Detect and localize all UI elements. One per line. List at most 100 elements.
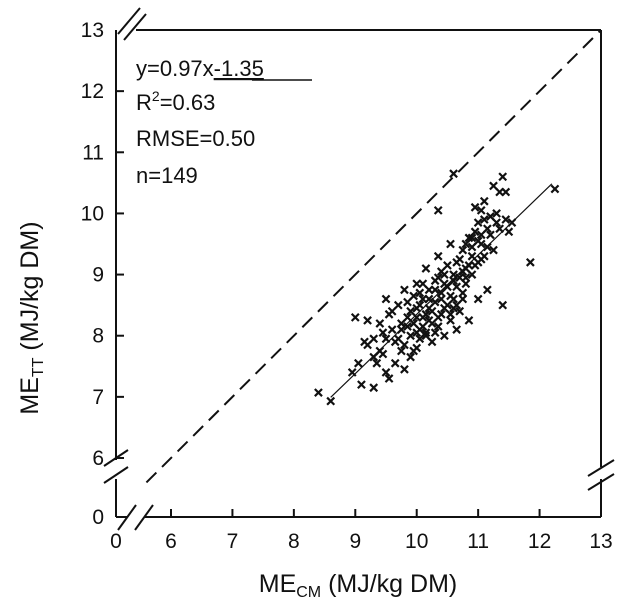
data-point — [473, 294, 483, 304]
data-point — [458, 245, 468, 255]
data-point — [449, 169, 458, 179]
data-point — [464, 261, 474, 270]
data-point — [439, 279, 449, 289]
data-point — [393, 334, 403, 344]
data-point — [467, 233, 477, 243]
data-point — [421, 331, 431, 341]
y-tick-label: 7 — [92, 386, 104, 409]
axis-break-mark — [134, 504, 154, 531]
data-point — [433, 205, 443, 215]
axis-break-mark — [103, 466, 129, 484]
data-point — [412, 328, 422, 338]
axis-break-mark — [123, 13, 147, 41]
data-point — [421, 328, 431, 338]
data-point — [449, 270, 458, 279]
data-point — [525, 257, 535, 267]
data-point — [550, 184, 560, 194]
x-tick-label: 7 — [227, 530, 239, 553]
data-point — [486, 212, 495, 221]
data-point — [467, 251, 477, 261]
y-tick-label: 13 — [81, 19, 104, 42]
data-point — [461, 273, 471, 283]
axis-break-mark — [117, 504, 137, 531]
data-point — [347, 368, 357, 377]
data-point — [436, 294, 446, 304]
data-point — [415, 334, 425, 344]
data-point — [375, 319, 385, 328]
data-point — [381, 334, 391, 344]
data-point — [412, 312, 422, 322]
data-point — [403, 312, 412, 322]
data-point — [446, 291, 455, 301]
data-point — [439, 331, 449, 341]
r-squared: R2=0.63 — [136, 88, 215, 115]
y-tick-label: 9 — [92, 264, 104, 287]
data-point — [433, 312, 443, 322]
data-point — [479, 215, 489, 224]
data-point — [430, 328, 440, 338]
plot-frame — [115, 29, 602, 518]
data-point — [357, 380, 366, 390]
data-point — [433, 251, 443, 261]
data-point — [482, 242, 492, 252]
data-point — [489, 181, 498, 191]
data-point — [501, 187, 511, 197]
data-point — [458, 267, 468, 276]
data-point — [409, 346, 419, 356]
data-point — [449, 303, 458, 313]
data-point — [403, 322, 412, 331]
y-tick-label: 11 — [82, 141, 104, 164]
data-point — [421, 309, 431, 319]
data-point — [409, 291, 419, 301]
data-point — [433, 322, 443, 331]
data-point — [467, 242, 477, 252]
data-point — [501, 215, 511, 224]
regression-equation: y=0.97x-1.35 — [136, 56, 264, 81]
identity-line — [145, 29, 602, 484]
data-point — [498, 172, 508, 182]
data-point — [476, 205, 486, 215]
x-axis-label: MECM (MJ/kg DM) — [259, 570, 458, 601]
data-point — [476, 254, 486, 264]
data-point — [489, 245, 498, 255]
y-tick-label: 12 — [81, 80, 104, 103]
data-point — [476, 230, 486, 240]
data-point — [507, 218, 517, 227]
data-point — [378, 349, 388, 359]
data-point — [363, 340, 372, 350]
data-point — [390, 358, 400, 368]
data-point — [384, 374, 394, 383]
data-point — [458, 294, 468, 304]
data-point — [421, 264, 431, 273]
data-point — [467, 270, 477, 279]
data-point — [381, 294, 391, 304]
data-point — [433, 273, 443, 283]
axis-ticks: 0 6 7 8 9 10 11 12 13 0 6 7 8 9 10 11 12 13 — [81, 19, 613, 553]
y-tick-label: 8 — [92, 325, 104, 348]
axis-break-mark — [587, 459, 615, 477]
data-point — [427, 306, 437, 316]
data-point — [446, 239, 455, 249]
data-point — [369, 334, 379, 344]
data-point — [427, 337, 437, 347]
data-points — [314, 169, 560, 406]
data-point — [400, 285, 409, 295]
data-point — [424, 294, 434, 304]
data-point — [439, 303, 449, 313]
data-point — [455, 254, 465, 264]
data-point — [384, 309, 394, 319]
x-tick-label: 6 — [165, 530, 177, 553]
data-point — [372, 358, 382, 368]
x-tick-label: 13 — [589, 530, 612, 553]
data-point — [482, 224, 492, 234]
data-point — [378, 328, 388, 338]
y-axis-label: METT (MJ/kg DM) — [16, 221, 47, 414]
x-tick-label: 10 — [405, 530, 428, 553]
data-point — [418, 322, 428, 331]
data-point — [486, 230, 495, 240]
data-point — [353, 358, 363, 368]
data-point — [415, 288, 425, 298]
data-point — [455, 306, 465, 316]
x-tick-label: 9 — [349, 530, 361, 553]
data-point — [418, 279, 428, 289]
